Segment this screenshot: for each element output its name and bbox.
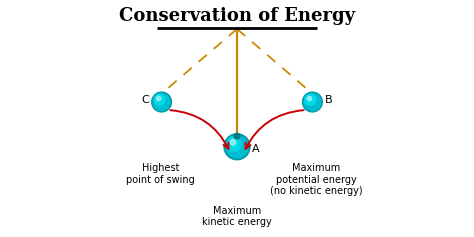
Text: Highest
point of swing: Highest point of swing — [126, 163, 195, 185]
Text: Maximum
kinetic energy: Maximum kinetic energy — [202, 206, 272, 227]
Circle shape — [307, 96, 311, 101]
Circle shape — [226, 136, 248, 158]
Circle shape — [224, 134, 250, 160]
Circle shape — [227, 137, 241, 151]
Circle shape — [154, 94, 165, 105]
Circle shape — [230, 139, 236, 145]
Circle shape — [152, 92, 172, 112]
Circle shape — [304, 94, 321, 110]
Circle shape — [234, 133, 240, 139]
Circle shape — [302, 92, 322, 112]
Circle shape — [153, 94, 170, 110]
Text: Conservation of Energy: Conservation of Energy — [119, 7, 355, 25]
Circle shape — [156, 96, 161, 101]
Text: B: B — [325, 95, 332, 105]
Circle shape — [305, 94, 316, 105]
Text: Maximum
potential energy
(no kinetic energy): Maximum potential energy (no kinetic ene… — [270, 163, 362, 196]
Text: C: C — [142, 95, 149, 105]
Text: A: A — [252, 144, 260, 154]
